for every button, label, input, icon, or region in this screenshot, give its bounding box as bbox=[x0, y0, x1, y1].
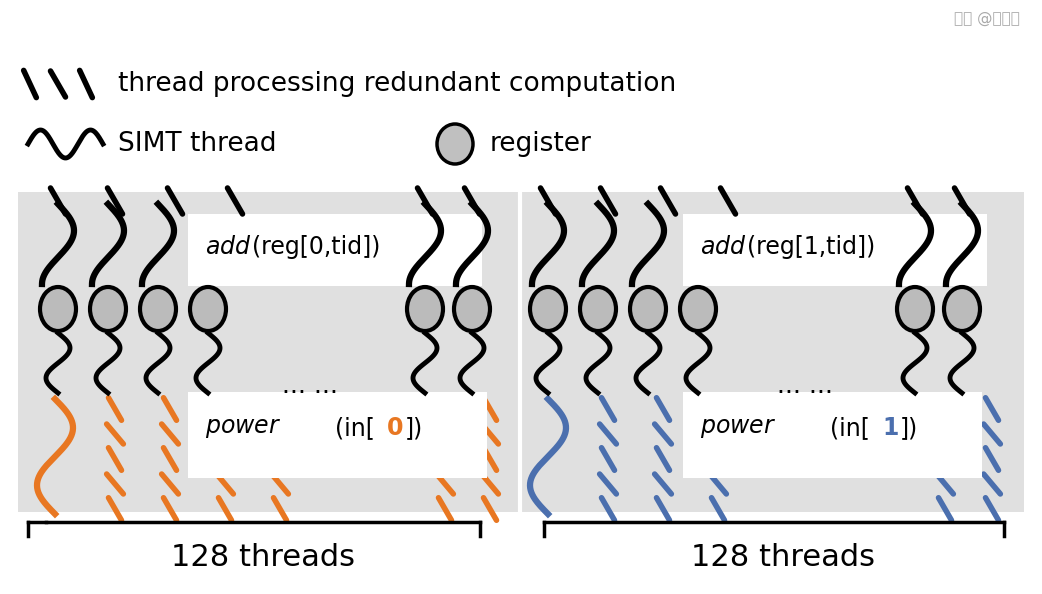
Text: ]): ]) bbox=[900, 416, 918, 440]
FancyBboxPatch shape bbox=[18, 192, 1024, 512]
Text: 128 threads: 128 threads bbox=[171, 544, 355, 573]
Ellipse shape bbox=[40, 287, 76, 331]
Text: ]): ]) bbox=[405, 416, 423, 440]
Ellipse shape bbox=[944, 287, 979, 331]
Text: (in[: (in[ bbox=[334, 416, 375, 440]
Text: 0: 0 bbox=[387, 416, 403, 440]
Ellipse shape bbox=[190, 287, 226, 331]
Ellipse shape bbox=[580, 287, 616, 331]
FancyBboxPatch shape bbox=[188, 392, 487, 478]
Text: (reg[0,tid]): (reg[0,tid]) bbox=[252, 235, 380, 259]
Ellipse shape bbox=[897, 287, 933, 331]
Ellipse shape bbox=[680, 287, 716, 331]
Ellipse shape bbox=[437, 124, 473, 164]
Ellipse shape bbox=[454, 287, 490, 331]
Text: $power$: $power$ bbox=[700, 416, 776, 440]
Ellipse shape bbox=[140, 287, 176, 331]
Text: $add$: $add$ bbox=[205, 235, 251, 258]
Text: thread processing redundant computation: thread processing redundant computation bbox=[118, 71, 676, 97]
Text: $add$: $add$ bbox=[700, 235, 746, 258]
Text: 知乎 @朱乐乐: 知乎 @朱乐乐 bbox=[954, 11, 1020, 26]
Text: ... ...: ... ... bbox=[282, 374, 338, 398]
Ellipse shape bbox=[90, 287, 126, 331]
Ellipse shape bbox=[407, 287, 443, 331]
FancyBboxPatch shape bbox=[188, 214, 482, 286]
Text: SIMT thread: SIMT thread bbox=[118, 131, 276, 157]
Text: ... ...: ... ... bbox=[777, 374, 833, 398]
Text: (in[: (in[ bbox=[830, 416, 870, 440]
FancyBboxPatch shape bbox=[683, 392, 982, 478]
Text: (reg[1,tid]): (reg[1,tid]) bbox=[747, 235, 875, 259]
Text: $power$: $power$ bbox=[205, 416, 281, 440]
Ellipse shape bbox=[630, 287, 666, 331]
Ellipse shape bbox=[530, 287, 566, 331]
Text: 1: 1 bbox=[882, 416, 898, 440]
Text: register: register bbox=[490, 131, 592, 157]
FancyBboxPatch shape bbox=[683, 214, 987, 286]
Text: 128 threads: 128 threads bbox=[691, 544, 875, 573]
